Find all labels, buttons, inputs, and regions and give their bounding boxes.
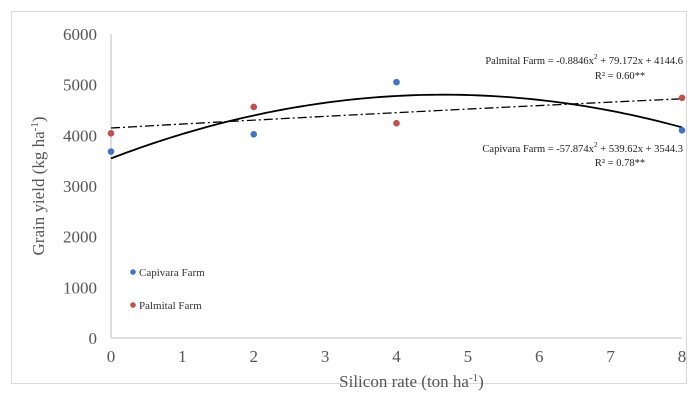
data-point-palmital-farm: [107, 130, 115, 137]
data-point-palmital-farm: [393, 119, 400, 127]
data-point-capivara-farm: [107, 148, 115, 155]
data-point-palmital-farm: [678, 94, 686, 102]
x-tick-label: 8: [678, 347, 687, 366]
equation-palmital: Palmital Farm = -0.8846x2 + 79.172x + 41…: [485, 52, 683, 82]
x-tick-label: 5: [464, 347, 473, 366]
axes: [110, 34, 682, 339]
y-tick-labels: 0 1000 2000 3000 4000 5000 6000: [63, 25, 97, 348]
x-axis-title-end: ): [478, 372, 484, 391]
chart-frame: [11, 11, 687, 384]
data-point-capivara-farm: [393, 78, 400, 86]
legend-marker-capivara: [130, 269, 136, 275]
trendline-palmital-farm: [110, 98, 683, 129]
x-axis-title: Silicon rate (ton ha-1): [339, 372, 484, 391]
x-axis-title-main: Silicon rate (ton ha: [339, 372, 469, 391]
equation-palmital-main: Palmital Farm = -0.8846x: [485, 56, 594, 67]
data-point-capivara-farm: [678, 126, 686, 134]
y-tick-label: 3000: [63, 177, 97, 196]
x-tick-label: 7: [606, 347, 615, 366]
y-tick-label: 2000: [63, 228, 97, 247]
x-tick-label: 0: [107, 347, 116, 366]
y-axis-title-main: Grain yield (kg ha: [29, 131, 48, 256]
legend-label-capivara: Capivara Farm: [139, 267, 205, 279]
y-axis-title: Grain yield (kg ha-1): [29, 117, 48, 256]
equation-palmital-sup: 2: [594, 52, 598, 61]
equation-palmital-rest: + 79.172x + 4144.6: [598, 56, 683, 67]
y-tick-label: 5000: [63, 76, 97, 95]
equation-palmital-text: Palmital Farm = -0.8846x2 + 79.172x + 41…: [485, 52, 683, 67]
y-axis-title-sup: -1: [29, 122, 41, 131]
y-axis-title-end: ): [29, 117, 48, 123]
x-axis-title-sup: -1: [469, 372, 478, 384]
x-tick-label: 2: [250, 347, 259, 366]
y-tick-label: 0: [89, 329, 98, 348]
legend-label-palmital: Palmital Farm: [139, 300, 202, 312]
trendline-capivara-farm: [110, 93, 683, 160]
equation-capivara: Capivara Farm = -57.874x2 + 539.62x + 35…: [482, 140, 683, 169]
x-tick-label: 6: [535, 347, 544, 366]
equation-capivara-sup: 2: [594, 140, 598, 149]
y-tick-label: 4000: [63, 126, 97, 145]
x-tick-labels: 0 1 2 3 4 5 6 7 8: [107, 347, 687, 366]
equation-capivara-text: Capivara Farm = -57.874x2 + 539.62x + 35…: [482, 140, 683, 155]
equation-capivara-rest: + 539.62x + 3544.3: [598, 144, 683, 155]
y-tick-label: 6000: [63, 25, 97, 44]
data-points: [107, 78, 686, 155]
legend-marker-palmital: [130, 302, 136, 308]
x-tick-label: 3: [321, 347, 330, 366]
y-tick-label: 1000: [63, 278, 97, 297]
equation-capivara-main: Capivara Farm = -57.874x: [482, 144, 594, 155]
legend: Capivara Farm Palmital Farm: [130, 267, 205, 312]
x-tick-label: 1: [178, 347, 187, 366]
data-point-capivara-farm: [250, 131, 258, 138]
equation-capivara-r2: R² = 0.78**: [595, 158, 645, 169]
x-tick-label: 4: [392, 347, 401, 366]
trendlines: [110, 93, 683, 160]
data-point-palmital-farm: [250, 103, 258, 111]
equation-palmital-r2: R² = 0.60**: [595, 71, 645, 82]
